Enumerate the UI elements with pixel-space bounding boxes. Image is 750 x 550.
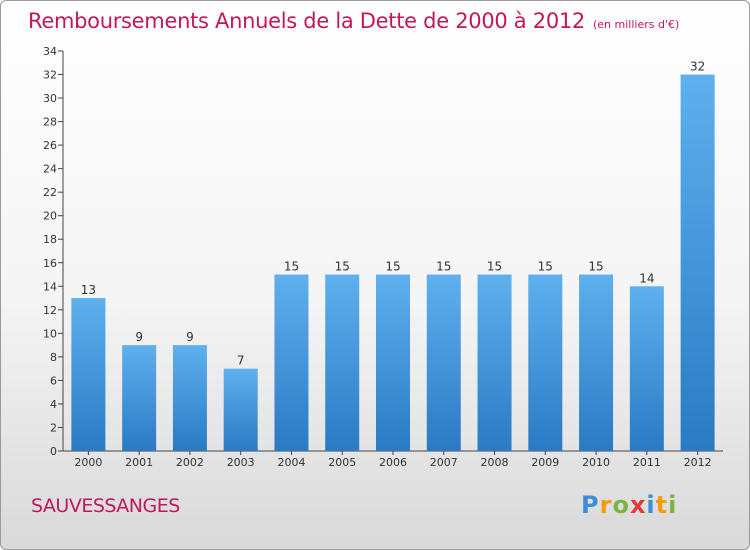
bar-2001 — [122, 345, 157, 451]
y-tick-label: 34 — [43, 45, 57, 58]
data-label-2012: 32 — [690, 60, 705, 74]
y-tick-label: 24 — [43, 163, 57, 176]
data-label-2000: 13 — [81, 283, 96, 297]
y-tick-label: 6 — [50, 374, 57, 387]
bar-2002 — [172, 345, 207, 451]
bar-2008 — [477, 274, 512, 451]
y-tick-label: 16 — [43, 257, 57, 270]
x-tick-label-2007: 2007 — [430, 456, 458, 469]
proxiti-logo: Proxiti — [581, 491, 678, 519]
chart-subtitle: (en milliers d'€) — [593, 18, 680, 31]
y-tick-label: 0 — [50, 445, 57, 458]
bar-2011 — [629, 286, 664, 451]
data-label-2007: 15 — [436, 260, 451, 274]
x-tick-label-2009: 2009 — [531, 456, 559, 469]
x-tick-label-2004: 2004 — [277, 456, 305, 469]
y-tick-label: 12 — [43, 304, 57, 317]
y-tick-label: 28 — [43, 116, 57, 129]
bar-2000 — [71, 298, 106, 451]
bar-2006 — [376, 274, 410, 451]
y-tick-label: 20 — [43, 210, 57, 223]
y-tick-label: 14 — [43, 280, 57, 293]
bar-2003 — [223, 368, 258, 451]
bar-2005 — [325, 274, 360, 451]
y-tick-label: 32 — [43, 69, 57, 82]
y-tick-label: 10 — [43, 327, 57, 340]
y-tick-label: 8 — [50, 351, 57, 364]
x-tick-label-2011: 2011 — [633, 456, 661, 469]
bar-2009 — [528, 274, 563, 451]
chart-title-text: Remboursements Annuels de la Dette de 20… — [28, 9, 585, 33]
data-label-2008: 15 — [487, 260, 502, 274]
bar-2004 — [274, 274, 309, 451]
data-label-2006: 15 — [385, 260, 400, 274]
data-label-2010: 15 — [588, 260, 603, 274]
x-tick-label-2005: 2005 — [328, 456, 356, 469]
data-label-2005: 15 — [335, 260, 350, 274]
data-label-2002: 9 — [186, 330, 194, 344]
y-tick-label: 26 — [43, 139, 57, 152]
chart-bars: 13 9 9 7 15 15 15 15 15 15 15 14 32 — [71, 60, 715, 451]
y-tick-label: 4 — [50, 398, 57, 411]
chart-title: Remboursements Annuels de la Dette de 20… — [28, 9, 679, 33]
data-label-2001: 9 — [135, 330, 143, 344]
bar-2007 — [426, 274, 461, 451]
x-tick-label-2012: 2012 — [684, 456, 712, 469]
y-tick-label: 30 — [43, 92, 57, 105]
data-label-2003: 7 — [237, 354, 245, 368]
x-tick-label-2010: 2010 — [582, 456, 610, 469]
data-label-2009: 15 — [538, 260, 553, 274]
y-tick-label: 2 — [50, 421, 57, 434]
bar-2012 — [680, 74, 715, 451]
x-tick-label-2006: 2006 — [379, 456, 407, 469]
y-tick-label: 18 — [43, 233, 57, 246]
x-tick-label-2008: 2008 — [481, 456, 509, 469]
bar-2010 — [579, 274, 614, 451]
x-tick-label-2002: 2002 — [176, 456, 204, 469]
x-tick-label-2003: 2003 — [227, 456, 255, 469]
data-label-2011: 14 — [639, 271, 654, 285]
commune-name: SAUVESSANGES — [31, 495, 180, 517]
data-label-2004: 15 — [284, 260, 299, 274]
x-tick-label-2000: 2000 — [74, 456, 102, 469]
y-tick-label: 22 — [43, 186, 57, 199]
x-tick-label-2001: 2001 — [125, 456, 153, 469]
